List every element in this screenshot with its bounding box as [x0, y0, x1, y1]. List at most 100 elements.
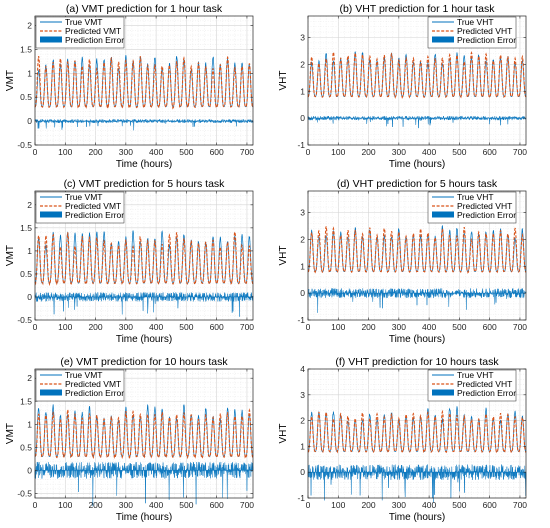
y-tick-label: 1 — [27, 246, 32, 256]
x-tick-label: 500 — [452, 500, 466, 510]
y-tick-label: 0 — [300, 467, 305, 477]
x-tick-label: 700 — [240, 147, 254, 157]
x-axis-label: Time (hours) — [116, 512, 172, 523]
series-predicted-line — [34, 229, 254, 287]
legend-swatch-error — [40, 36, 62, 43]
y-axis-label: VMT — [5, 245, 16, 266]
legend-label: Predicted VMT — [65, 201, 121, 211]
x-tick-label: 600 — [210, 500, 224, 510]
y-tick-label: -1 — [297, 315, 305, 325]
x-axis-label: Time (hours) — [389, 512, 445, 523]
y-axis-label: VHT — [278, 71, 289, 91]
x-tick-label: 700 — [513, 500, 527, 510]
chart-e: 0 100 200 300 400 500 600 700-0.500.511.52(e) V… — [5, 356, 254, 523]
legend-box — [427, 369, 517, 402]
chart-title: (b) VHT prediction for 1 hour task — [339, 3, 495, 15]
x-tick-label: 400 — [149, 147, 163, 157]
axes-box — [307, 15, 527, 146]
axes-box — [34, 368, 254, 499]
x-tick-label: 400 — [422, 147, 436, 157]
chart-title: (c) VMT prediction for 5 hours task — [64, 178, 226, 190]
legend-label: True VHT — [457, 370, 494, 380]
x-axis-label: Time (hours) — [389, 159, 445, 170]
axes-box — [307, 368, 527, 499]
x-tick-label: 500 — [179, 147, 193, 157]
legend-swatch-error — [40, 389, 62, 396]
y-tick-label: -0.5 — [17, 488, 32, 498]
x-axis-label: Time (hours) — [389, 334, 445, 345]
x-tick-label: 600 — [483, 500, 497, 510]
chart-title: (f) VHT prediction for 10 hours task — [335, 356, 499, 368]
y-tick-label: 0 — [27, 465, 32, 475]
y-tick-label: 2 — [300, 416, 305, 426]
x-tick-label: 0 — [33, 147, 38, 157]
x-tick-label: 100 — [331, 322, 345, 332]
x-tick-label: 700 — [513, 322, 527, 332]
chart-a: 0 100 200 300 400 500 600 700-0.500.511.52(a) V… — [5, 3, 254, 170]
y-tick-label: 0 — [27, 292, 32, 302]
y-tick-label: 0.5 — [20, 92, 32, 102]
legend-label: Prediction Error — [65, 210, 124, 220]
series-prediction-error — [307, 115, 527, 129]
series-prediction-error — [307, 287, 527, 313]
series-predicted-line — [307, 226, 527, 275]
x-tick-label: 400 — [422, 322, 436, 332]
x-tick-label: 500 — [452, 147, 466, 157]
y-tick-label: 1 — [27, 419, 32, 429]
y-tick-label: 1 — [27, 68, 32, 78]
y-tick-label: 0 — [300, 288, 305, 298]
y-tick-label: 0.5 — [20, 269, 32, 279]
x-tick-label: 0 — [306, 147, 311, 157]
x-tick-label: 0 — [306, 500, 311, 510]
x-tick-label: 200 — [88, 322, 102, 332]
y-tick-label: 4 — [300, 364, 305, 374]
y-tick-label: 1.5 — [20, 44, 32, 54]
x-tick-label: 200 — [361, 322, 375, 332]
x-tick-label: 500 — [452, 322, 466, 332]
x-tick-label: 700 — [513, 147, 527, 157]
x-tick-label: 0 — [306, 322, 311, 332]
series-predicted-line — [34, 408, 254, 460]
y-tick-label: 2 — [300, 59, 305, 69]
legend-box — [35, 191, 125, 224]
y-tick-label: 0.5 — [20, 442, 32, 452]
x-axis-label: Time (hours) — [116, 159, 172, 170]
axes-box — [307, 190, 527, 321]
y-tick-label: 3 — [300, 208, 305, 218]
y-tick-label: -1 — [297, 493, 305, 503]
y-axis-label: VHT — [278, 424, 289, 444]
legend-swatch-error — [432, 389, 454, 396]
legend-label: Predicted VHT — [457, 379, 512, 389]
y-tick-label: -0.5 — [17, 140, 32, 150]
x-tick-label: 300 — [392, 147, 406, 157]
x-tick-label: 100 — [58, 147, 72, 157]
chart-title: (e) VMT prediction for 10 hours task — [60, 356, 228, 368]
x-tick-label: 100 — [58, 500, 72, 510]
series-predicted-line — [34, 55, 254, 110]
y-tick-label: 2 — [27, 373, 32, 383]
legend-label: Prediction Error — [65, 388, 124, 398]
y-tick-label: 1 — [300, 441, 305, 451]
legend-label: True VMT — [65, 17, 102, 27]
legend-label: Predicted VMT — [65, 26, 121, 36]
x-tick-label: 400 — [149, 322, 163, 332]
legend-label: Prediction Error — [457, 388, 516, 398]
x-tick-label: 500 — [179, 322, 193, 332]
legend-label: Prediction Error — [457, 35, 516, 45]
legend-label: Prediction Error — [457, 210, 516, 220]
legend-box — [427, 191, 517, 224]
x-tick-label: 700 — [240, 500, 254, 510]
chart-title: (d) VHT prediction for 5 hours task — [337, 178, 498, 190]
axes-box — [34, 190, 254, 321]
legend-swatch-error — [40, 211, 62, 218]
x-tick-label: 100 — [331, 147, 345, 157]
y-tick-label: 1.5 — [20, 396, 32, 406]
series-prediction-error — [34, 291, 254, 317]
legend-label: True VMT — [65, 370, 102, 380]
